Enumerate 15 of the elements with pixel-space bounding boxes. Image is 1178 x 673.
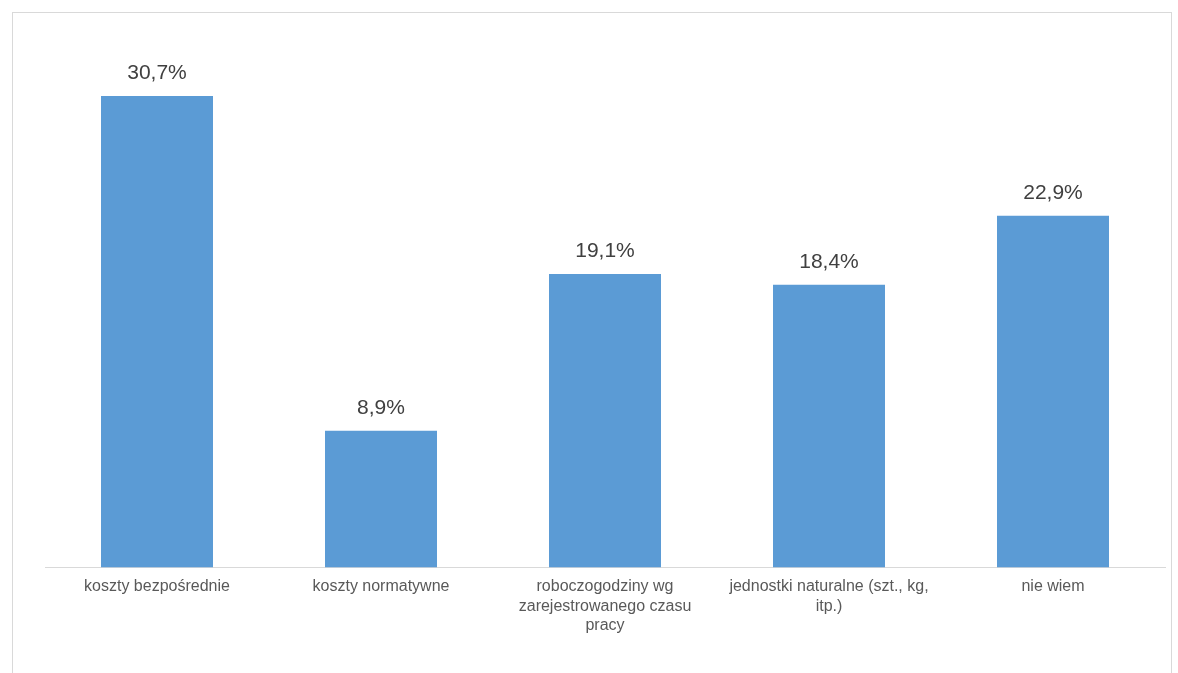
data-label: 19,1% — [575, 238, 635, 262]
bar — [101, 96, 213, 568]
x-tick-label: roboczogodziny wg zarejestrowanego czasu pracy — [518, 577, 692, 633]
data-label: 30,7% — [127, 60, 187, 84]
bar — [997, 215, 1109, 568]
data-label: 8,9% — [357, 395, 405, 419]
data-label: 22,9% — [1023, 180, 1083, 204]
bar — [773, 284, 885, 568]
data-label: 18,4% — [799, 249, 859, 273]
x-tick-label: jednostki naturalne (szt., kg, itp.) — [728, 577, 929, 614]
x-tick-label: koszty normatywne — [312, 577, 450, 595]
x-tick-label: koszty bezpośrednie — [84, 577, 231, 595]
bar — [325, 430, 437, 568]
bar — [549, 274, 661, 568]
x-tick-label: nie wiem — [1021, 577, 1085, 595]
